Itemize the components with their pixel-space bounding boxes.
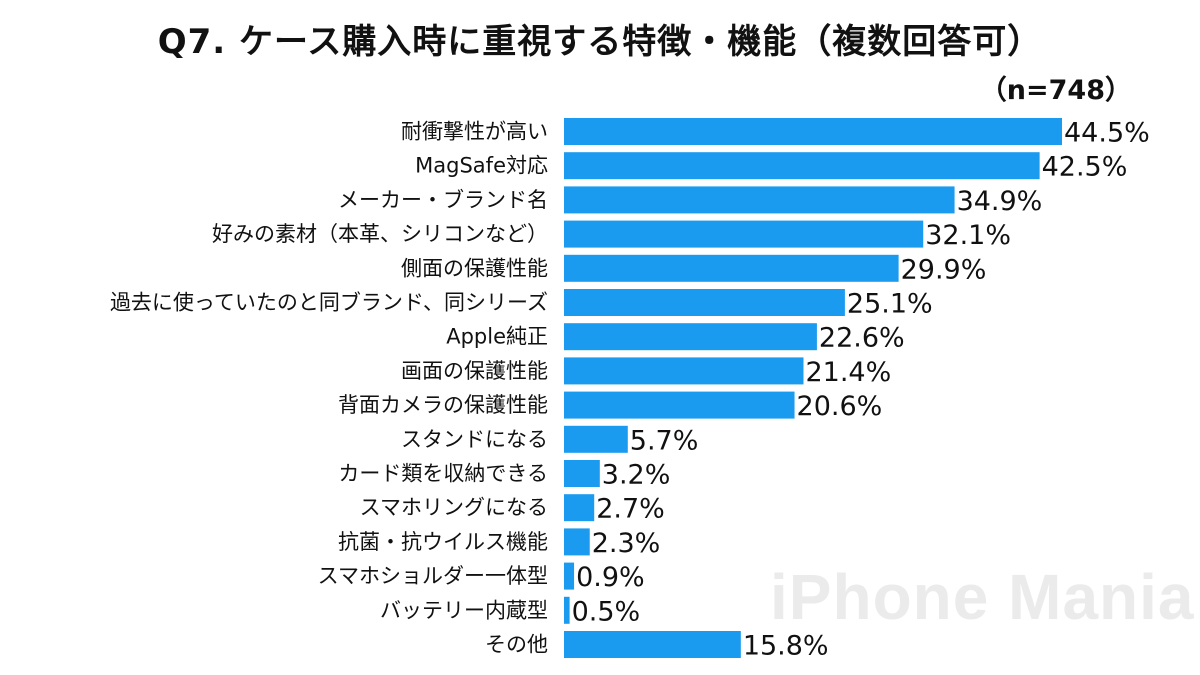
category-label: スマホショルダー一体型 <box>318 564 548 588</box>
watermark: iPhone Mania <box>770 561 1195 633</box>
category-label: バッテリー内蔵型 <box>380 598 548 622</box>
category-label: カード類を収納できる <box>338 462 548 486</box>
category-label: 好みの素材（本革、シリコンなど） <box>212 222 548 246</box>
value-label: 21.4% <box>805 357 891 388</box>
value-label: 0.5% <box>572 596 641 627</box>
category-label: 側面の保護性能 <box>401 256 548 280</box>
category-label: 過去に使っていたのと同ブランド、同シリーズ <box>110 291 548 315</box>
bar <box>564 254 899 282</box>
value-label: 5.7% <box>630 425 699 456</box>
value-label: 32.1% <box>925 220 1011 251</box>
value-label: 2.3% <box>592 528 661 559</box>
bar <box>564 460 600 487</box>
category-label: 耐衝撃性が高い <box>401 120 548 144</box>
value-label: 34.9% <box>957 186 1043 217</box>
value-label: 20.6% <box>797 391 883 422</box>
bar <box>564 186 955 214</box>
value-label: 0.9% <box>576 562 645 593</box>
value-label: 15.8% <box>743 631 829 662</box>
bar <box>564 289 845 316</box>
bar <box>564 494 595 522</box>
category-label: 背面カメラの保護性能 <box>338 393 548 417</box>
bar <box>564 118 1062 145</box>
category-label: メーカー・ブランド名 <box>338 188 548 212</box>
bar <box>564 220 924 248</box>
category-label: Apple純正 <box>446 325 548 349</box>
value-label: 29.9% <box>901 254 987 285</box>
bar <box>564 357 804 385</box>
category-label: 画面の保護性能 <box>401 359 548 383</box>
bar <box>564 596 570 624</box>
value-label: 25.1% <box>847 289 933 320</box>
category-label: その他 <box>485 633 548 657</box>
value-label: 42.5% <box>1042 152 1128 183</box>
category-label: スタンドになる <box>401 427 548 451</box>
bar <box>564 562 575 590</box>
category-label: 抗菌・抗ウイルス機能 <box>338 530 548 554</box>
bar <box>564 528 590 556</box>
value-label: 22.6% <box>819 323 905 354</box>
bar <box>564 323 817 351</box>
chart-title: Q7. ケース購入時に重視する特徴・機能（複数回答可） <box>157 22 1043 62</box>
category-label: MagSafe対応 <box>415 154 548 178</box>
value-label: 3.2% <box>602 460 671 491</box>
value-label: 2.7% <box>596 494 665 525</box>
category-label: スマホリングになる <box>360 496 548 520</box>
sample-size-label: （n=748） <box>979 75 1132 106</box>
bar <box>564 152 1040 180</box>
value-label: 44.5% <box>1064 118 1150 149</box>
bar <box>564 391 795 419</box>
bar <box>564 425 628 453</box>
bar <box>564 631 741 658</box>
